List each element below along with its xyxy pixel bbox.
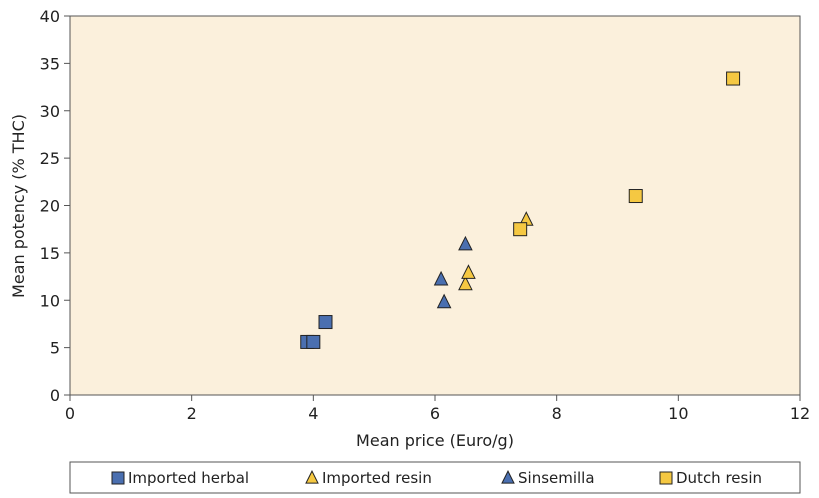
imported-resin-point <box>461 264 476 279</box>
legend-item-imported-resin: Imported resin <box>305 469 432 487</box>
y-axis-title: Mean potency (% THC) <box>9 114 28 298</box>
plot-area <box>69 15 801 396</box>
legend-item-imported-herbal: Imported herbal <box>111 469 249 487</box>
y-tick-label: 0 <box>50 386 60 405</box>
x-tick-label: 0 <box>65 404 75 423</box>
legend-label-imported-resin: Imported resin <box>322 469 432 487</box>
legend-label-imported-herbal: Imported herbal <box>128 469 249 487</box>
legend-box <box>69 461 801 494</box>
legend-marker-dutch-resin <box>659 471 673 485</box>
y-tick-label: 5 <box>50 339 60 358</box>
legend-marker-imported-resin <box>305 470 319 484</box>
y-tick-label: 10 <box>40 291 60 310</box>
x-tick-label: 4 <box>308 404 318 423</box>
dutch-resin-point <box>513 222 528 237</box>
legend-item-sinsemilla: Sinsemilla <box>501 469 595 487</box>
imported-herbal-point <box>318 315 333 330</box>
x-tick-label: 2 <box>187 404 197 423</box>
y-tick-label: 30 <box>40 102 60 121</box>
x-tick-label: 10 <box>668 404 688 423</box>
data-points <box>300 71 741 349</box>
y-tick-label: 35 <box>40 54 60 73</box>
y-axis-ticks: 0 5 10 15 20 25 30 35 40 <box>40 7 70 405</box>
x-axis-ticks: 0 2 4 6 8 10 12 <box>65 395 810 423</box>
legend-marker-sinsemilla <box>501 470 515 484</box>
dutch-resin-point <box>726 71 741 86</box>
sinsemilla-point <box>433 270 449 286</box>
x-axis-title: Mean price (Euro/g) <box>356 431 514 450</box>
x-tick-label: 8 <box>552 404 562 423</box>
legend-label-sinsemilla: Sinsemilla <box>518 469 595 487</box>
legend: Imported herbal Imported resin Sinsemilla D… <box>69 461 801 494</box>
imported-resin-point <box>458 275 473 291</box>
x-tick-label: 12 <box>790 404 810 423</box>
legend-label-dutch-resin: Dutch resin <box>676 469 762 487</box>
imported-herbal-point <box>306 334 321 349</box>
y-tick-label: 20 <box>40 197 60 216</box>
x-tick-label: 6 <box>430 404 440 423</box>
sinsemilla-point <box>458 235 473 251</box>
y-tick-label: 40 <box>40 7 60 26</box>
dutch-resin-point <box>628 189 643 204</box>
y-tick-label: 15 <box>40 244 60 263</box>
legend-item-dutch-resin: Dutch resin <box>659 469 762 487</box>
sinsemilla-point <box>436 293 452 309</box>
y-tick-label: 25 <box>40 149 60 168</box>
legend-marker-imported-herbal <box>111 471 125 485</box>
